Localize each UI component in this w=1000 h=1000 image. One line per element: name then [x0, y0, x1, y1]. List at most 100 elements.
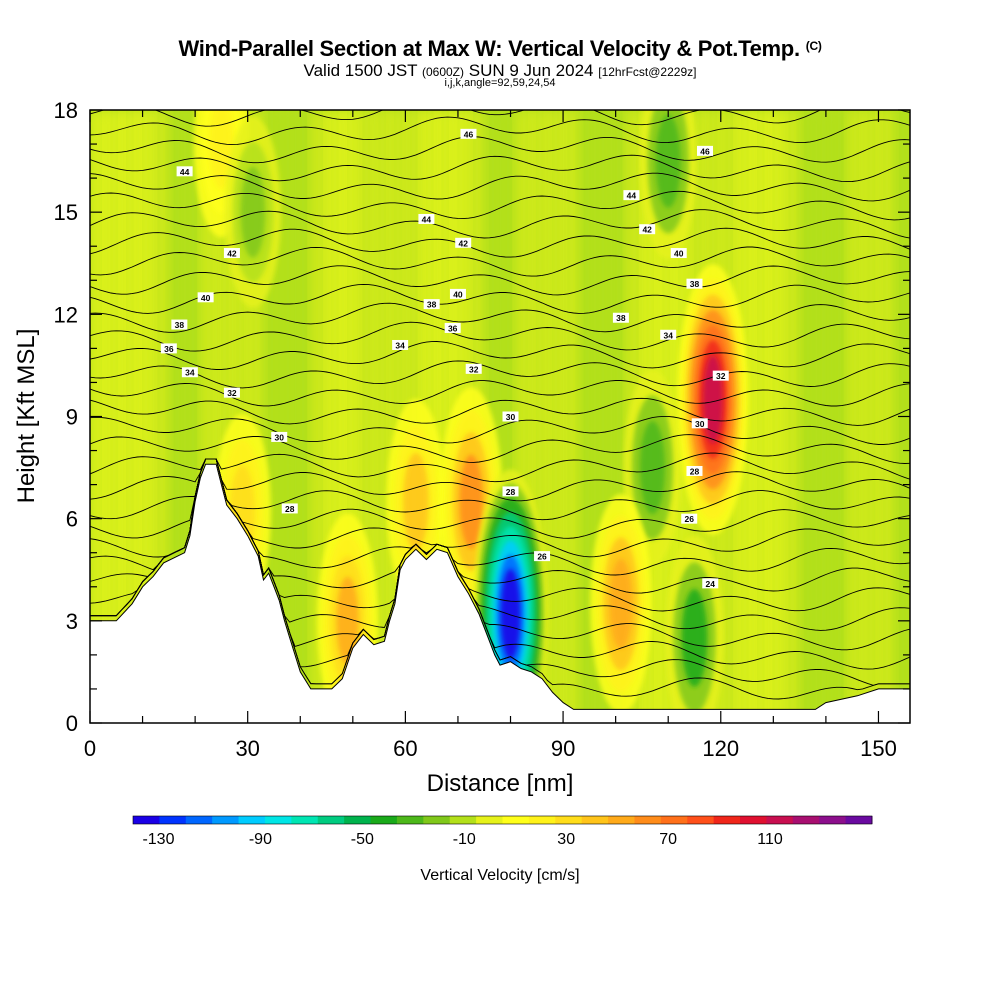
isentrope-label-box [281, 503, 298, 514]
isentrope-label-box [176, 166, 193, 177]
isentrope-line [90, 434, 910, 464]
velocity-band [878, 110, 896, 723]
velocity-band [768, 110, 785, 723]
isentrope-label: 38 [612, 312, 629, 323]
isentrope-label-box [460, 128, 477, 139]
velocity-core-contour [639, 420, 665, 515]
isentrope-label-box [686, 465, 703, 476]
valid-time-line: Valid 1500 JST (0600Z) SUN 9 Jun 2024 [1… [0, 61, 1000, 81]
colorbar-swatch [634, 816, 662, 824]
isentrope-label: 34 [181, 367, 198, 378]
velocity-band [578, 110, 596, 723]
isentrope-label-text: 26 [684, 514, 694, 524]
y-tick-label: 18 [54, 98, 78, 123]
isentrope-label-text: 28 [285, 504, 295, 514]
y-tick-label: 6 [66, 507, 78, 532]
isentrope-label-box [670, 248, 687, 259]
isentrope-label-text: 40 [674, 249, 684, 259]
isentrope-line [90, 172, 910, 202]
isentrope-label: 26 [534, 551, 551, 562]
isentrope-line [90, 458, 910, 502]
x-tick-label: 150 [860, 736, 897, 761]
isentrope-label-text: 34 [395, 340, 405, 350]
colorbar-swatch [423, 816, 451, 824]
isentrope-label: 28 [281, 503, 298, 514]
isentrope-line [90, 283, 910, 314]
velocity-band [799, 110, 817, 723]
velocity-core-contour [681, 588, 708, 687]
isentrope-label-box [223, 248, 240, 259]
colorbar-swatch [740, 816, 767, 824]
isentrope-label-box [686, 278, 703, 289]
isentrope-label-text: 44 [180, 167, 190, 177]
velocity-band [783, 110, 801, 723]
isentrope-label-box [465, 363, 482, 374]
isentrope-line [90, 302, 910, 333]
isentrope-label-box [455, 237, 472, 248]
isentrope-label: 40 [449, 288, 466, 299]
colorbar-swatch [819, 816, 847, 824]
isentrope-label-text: 40 [453, 289, 463, 299]
x-axis-title: Distance [nm] [427, 770, 574, 797]
isentrope-line [90, 458, 910, 521]
velocity-band [547, 110, 565, 723]
isentrope-label: 42 [455, 237, 472, 248]
isentrope-label: 32 [223, 387, 240, 398]
terrain-mask [89, 463, 911, 724]
isentrope-label-text: 26 [537, 552, 547, 562]
isentrope-label-text: 32 [716, 371, 726, 381]
isentrope-line [90, 110, 910, 127]
velocity-band [563, 110, 580, 723]
isentrope-line [90, 154, 910, 183]
isentrope-label-text: 30 [274, 432, 284, 442]
isentrope-label-box [660, 329, 677, 340]
isentrope-label-text: 42 [642, 225, 652, 235]
isentrope-label-box [392, 339, 409, 350]
isentrope-label-text: 32 [227, 388, 237, 398]
colorbar-swatch [264, 816, 292, 824]
isentrope-label-text: 36 [448, 323, 458, 333]
y-tick-label: 0 [66, 711, 78, 736]
isentrope-label-text: 38 [616, 313, 626, 323]
isentrope-label: 40 [197, 292, 214, 303]
isentrope-label-box [712, 370, 729, 381]
isentrope-label-box [423, 299, 440, 310]
x-tick-label: 120 [702, 736, 739, 761]
velocity-core-contour [609, 558, 633, 649]
isentrope-label-text: 30 [695, 419, 705, 429]
colorbar-swatch [212, 816, 240, 824]
colorbar-swatch [660, 816, 688, 824]
colorbar-swatch [449, 816, 477, 824]
isentrope-label-box [444, 322, 461, 333]
colorbar-swatch [317, 816, 345, 824]
x-tick-label: 60 [393, 736, 417, 761]
colorbar-tick-label: -130 [142, 831, 174, 848]
isentrope-label-box [623, 190, 640, 201]
colorbar-swatch [370, 816, 398, 824]
title-text: Wind-Parallel Section at Max W: Vertical… [178, 36, 800, 61]
colorbar-swatch [238, 816, 266, 824]
isentrope-label-text: 28 [690, 466, 700, 476]
isentrope-label: 38 [171, 319, 188, 330]
isentrope-label: 36 [160, 343, 177, 354]
isentrope-lines [90, 110, 910, 700]
velocity-band [279, 110, 296, 723]
isentrope-line [90, 190, 910, 221]
velocity-band [862, 110, 880, 723]
isentrope-label-text: 28 [506, 487, 516, 497]
isentrope-label: 38 [686, 278, 703, 289]
colorbar-swatch [344, 816, 372, 824]
y-tick-label: 9 [66, 405, 78, 430]
isentrope-label: 42 [639, 224, 656, 235]
isentrope-label-text: 38 [690, 279, 700, 289]
isentrope-line [90, 265, 910, 296]
grid-params: i,j,k,angle=92,59,24,54 [444, 77, 556, 89]
isentrope-label-box [418, 213, 435, 224]
copyright-mark: (C) [805, 39, 822, 53]
colorbar-swatch [185, 816, 213, 824]
isentrope-label: 30 [502, 411, 519, 422]
isentrope-label: 32 [465, 363, 482, 374]
isentrope-label: 32 [712, 370, 729, 381]
isentrope-label: 38 [423, 299, 440, 310]
